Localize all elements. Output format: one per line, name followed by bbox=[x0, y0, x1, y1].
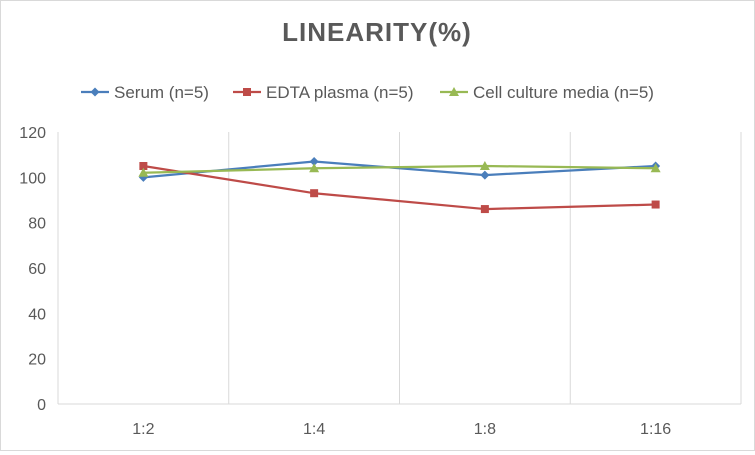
data-point bbox=[310, 189, 319, 198]
legend-label: EDTA plasma (n=5) bbox=[266, 83, 414, 102]
data-point bbox=[480, 170, 490, 180]
legend-item-2: EDTA plasma (n=5) bbox=[233, 83, 414, 102]
legend-marker bbox=[243, 88, 251, 96]
x-tick-label: 1:16 bbox=[640, 421, 671, 438]
data-point bbox=[651, 200, 660, 209]
x-tick-label: 1:8 bbox=[474, 421, 496, 438]
y-tick-label: 100 bbox=[19, 170, 46, 187]
grid bbox=[228, 132, 742, 404]
data-point bbox=[309, 163, 320, 173]
legend-marker bbox=[90, 87, 100, 97]
series-layer bbox=[138, 156, 661, 214]
series-line bbox=[143, 164, 656, 211]
legend-item-3: Cell culture media (n=5) bbox=[440, 83, 654, 102]
series-2 bbox=[139, 162, 660, 214]
data-point bbox=[479, 161, 490, 170]
legend-label: Cell culture media (n=5) bbox=[473, 83, 654, 102]
legend: Serum (n=5) EDTA plasma (n=5) Cell culture… bbox=[81, 83, 654, 102]
y-tick-label: 40 bbox=[28, 306, 46, 323]
data-point bbox=[480, 205, 489, 214]
series-line bbox=[143, 160, 656, 179]
chart-title: LINEARITY(%) bbox=[282, 17, 472, 47]
y-tick-label: 0 bbox=[37, 397, 46, 414]
data-point bbox=[138, 167, 149, 177]
x-tick-label: 1:4 bbox=[303, 421, 325, 438]
data-point bbox=[139, 162, 148, 170]
axes: 0 20 40 60 80 100 120 1:2 1:4 1:8 1:16 bbox=[19, 125, 741, 438]
legend-label: Serum (n=5) bbox=[114, 83, 209, 102]
series-3 bbox=[138, 161, 661, 177]
y-tick-label: 120 bbox=[19, 125, 46, 142]
legend-marker bbox=[449, 87, 459, 96]
legend-item-1: Serum (n=5) bbox=[81, 83, 209, 102]
y-tick-label: 20 bbox=[28, 352, 46, 369]
y-tick-label: 80 bbox=[28, 216, 46, 233]
y-tick-label: 60 bbox=[28, 261, 46, 278]
data-point bbox=[650, 163, 661, 173]
series-line bbox=[143, 164, 656, 174]
x-tick-label: 1:2 bbox=[132, 421, 154, 438]
data-point bbox=[309, 156, 319, 166]
